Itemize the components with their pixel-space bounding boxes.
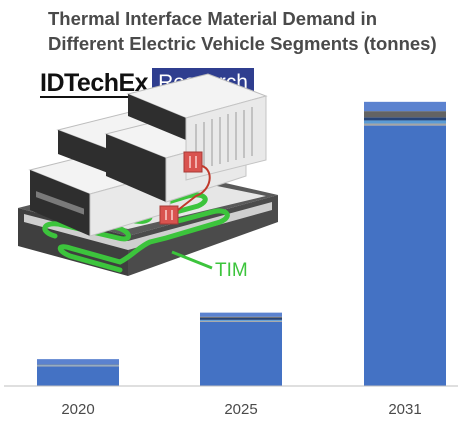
battery-pack-illustration: TIM [18, 73, 278, 281]
red-connectors [159, 151, 211, 225]
chart-title: Thermal Interface Material Demand in Dif… [48, 6, 458, 56]
bar-2025-segment-3 [200, 319, 282, 321]
tim-label: TIM [215, 260, 248, 281]
bar-2020-segment-1 [37, 366, 119, 386]
x-tick-label-2020: 2020 [61, 401, 94, 418]
tim-coolant-line [42, 189, 230, 273]
bar-2025-segment-4 [200, 317, 282, 320]
bar-2020-segment-6 [37, 359, 119, 365]
x-tick-label-2025: 2025 [224, 401, 257, 418]
bar-2031-segment-5 [364, 111, 446, 118]
bar-2031-segment-4 [364, 117, 446, 121]
bar-2031-segment-2 [364, 123, 446, 126]
x-axis-labels: 2020 2025 2031 [61, 401, 421, 418]
bar-2031-segment-1 [364, 125, 446, 386]
tim-pointer-line [171, 250, 213, 270]
bar-2025-segment-6 [200, 312, 282, 317]
bar-2025-segment-2 [200, 320, 282, 322]
battery-module-right-back [126, 73, 268, 181]
bar-2020-segment-2 [37, 365, 119, 367]
bar-2020-segment-4 [37, 364, 119, 365]
bar-2031-segment-3 [364, 120, 446, 124]
bar-2031-segment-6 [364, 101, 446, 112]
bar-2025-segment-5 [200, 316, 282, 318]
bars-layer [37, 101, 446, 386]
bar-2025-segment-1 [200, 321, 282, 386]
x-tick-label-2031: 2031 [388, 401, 421, 418]
chart-title-line-2: Different Electric Vehicle Segments (ton… [48, 33, 437, 54]
tray-lip [24, 202, 272, 250]
bar-2020-segment-3 [37, 364, 119, 366]
logo-brand: IDTechEx [40, 68, 153, 98]
chart-title-line-1: Thermal Interface Material Demand in [48, 8, 377, 29]
